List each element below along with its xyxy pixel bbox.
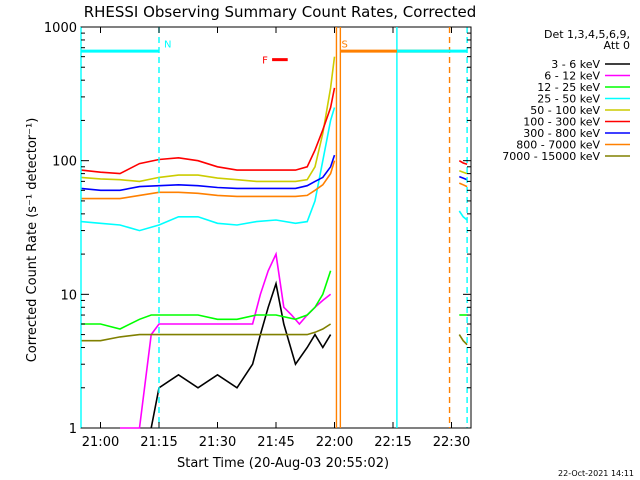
x-tick-label: 22:30 <box>433 435 470 450</box>
tick-layer: 21:00 21:15 21:30 21:45 22:00 22:15 22:30 1 10 10… <box>44 21 471 450</box>
x-tick-label: 22:00 <box>316 435 353 450</box>
series-end-segment-300-800-kev <box>459 175 468 181</box>
legend-header-line: Att 0 <box>604 39 630 52</box>
x-tick-label: 21:30 <box>199 435 236 450</box>
annotation-label-n: N <box>164 40 171 51</box>
legend-label-50-100-kev: 50 - 100 keV <box>530 104 600 117</box>
legend-label-12-25-kev: 12 - 25 keV <box>537 81 600 94</box>
x-tick-label: 22:15 <box>374 435 411 450</box>
series-end-segment-7000-15000-kev <box>458 334 468 346</box>
series-end-segment-25-50-kev <box>458 210 468 221</box>
legend-header-line: Det 1,3,4,5,6,9, <box>544 28 630 41</box>
series-line-800-7000-kev <box>81 160 336 200</box>
legend-label-25-50-kev: 25 - 50 keV <box>537 93 600 106</box>
legend-label-300-800-kev: 300 - 800 keV <box>523 127 600 140</box>
legend-label-7000-15000-kev: 7000 - 15000 keV <box>502 150 600 163</box>
x-tick-label: 21:45 <box>257 435 294 450</box>
series-line-12-25-kev <box>81 270 332 330</box>
series-line-300-800-kev <box>80 154 336 192</box>
series-line-50-100-kev <box>80 56 336 183</box>
chart-title: RHESSI Observing Summary Count Rates, Co… <box>84 3 477 21</box>
y-axis-label: Corrected Count Rate (s⁻¹ detector⁻¹) <box>25 118 40 363</box>
footer-date: 22-Oct-2021 14:11 <box>558 469 634 478</box>
series-end-segment-800-7000-kev <box>458 182 468 188</box>
y-tick-label: 1000 <box>44 21 77 36</box>
legend-label-6-12-kev: 6 - 12 keV <box>544 70 600 83</box>
series-end-segment-100-300-kev <box>458 160 468 166</box>
x-axis-label: Start Time (20-Aug-03 20:55:02) <box>177 456 389 471</box>
x-tick-label: 21:00 <box>82 435 119 450</box>
y-tick-label: 10 <box>60 288 77 303</box>
marker-layer: N F S <box>80 27 468 428</box>
series-end-segment-50-100-kev <box>459 170 468 175</box>
x-tick-label: 21:15 <box>140 435 177 450</box>
y-tick-label: 100 <box>52 155 77 170</box>
annotation-label-f: F <box>262 56 268 67</box>
legend-label-800-7000-kev: 800 - 7000 keV <box>516 139 600 152</box>
annotation-label-s: S <box>341 40 347 51</box>
series-line-7000-15000-kev <box>81 323 332 342</box>
series-line-100-300-kev <box>80 87 336 175</box>
y-tick-label: 1 <box>69 422 77 437</box>
legend-label-100-300-kev: 100 - 300 keV <box>523 116 600 129</box>
series-layer <box>80 56 468 429</box>
legend-label-3-6-kev: 3 - 6 keV <box>551 58 600 71</box>
series-line-3-6-kev <box>150 280 332 429</box>
